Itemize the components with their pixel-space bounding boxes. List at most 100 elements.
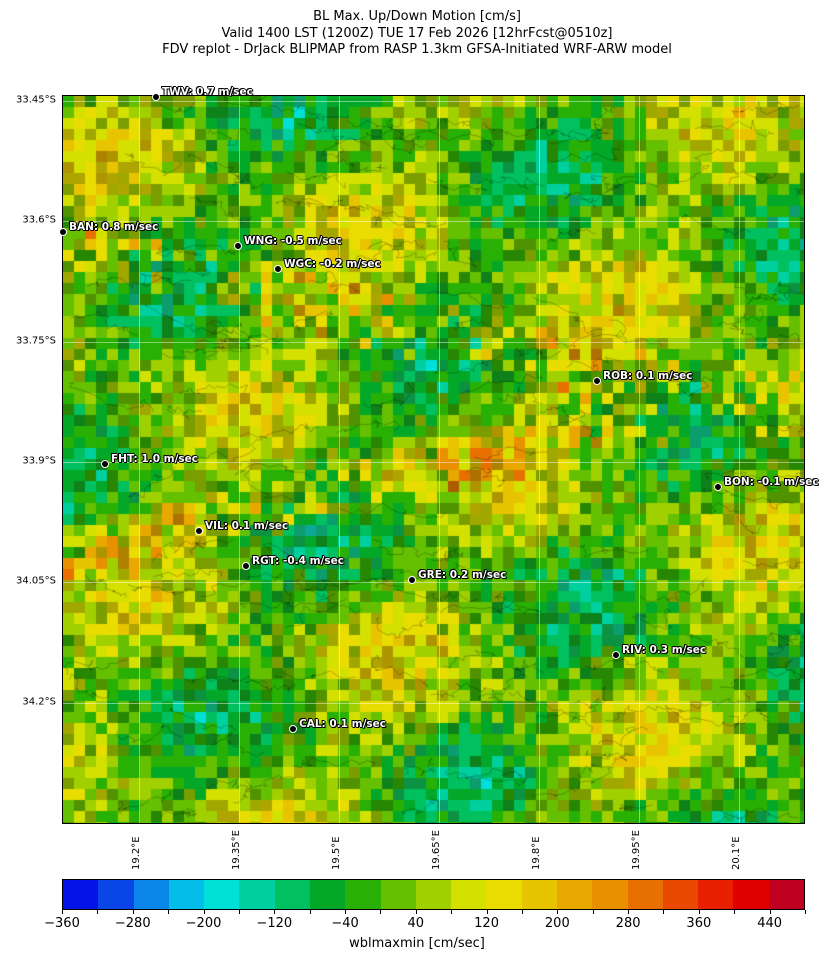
- colorbar-bin: [345, 880, 381, 909]
- station-marker[interactable]: [593, 377, 601, 385]
- lon-tick-label: 20.1°E: [731, 836, 742, 870]
- gridline-lat: [63, 101, 804, 102]
- colorbar-bin: [415, 880, 452, 909]
- colorbar-bin: [486, 880, 522, 909]
- colorbar-bin: [133, 880, 169, 909]
- colorbar-tick: [521, 910, 523, 914]
- colorbar-tick-label: 40: [407, 916, 425, 931]
- colorbar-bin: [98, 880, 134, 909]
- station-label: WGC: -0.2 m/sec: [284, 258, 381, 270]
- colorbar-tick: [486, 910, 488, 914]
- station-label: RGT: -0.4 m/sec: [252, 555, 344, 567]
- lon-tick-label: 19.8°E: [531, 836, 542, 870]
- gridline-lon: [439, 96, 440, 823]
- colorbar-tick-label: 120: [474, 916, 499, 931]
- colorbar-bin: [451, 880, 487, 909]
- colorbar-tick: [592, 910, 594, 914]
- station-marker[interactable]: [714, 483, 722, 491]
- gridline-lon: [339, 96, 340, 823]
- lon-tick-label: 19.65°E: [431, 830, 442, 870]
- station-label: TWV: 0.7 m/sec: [162, 86, 253, 98]
- colorbar-tick: [698, 910, 700, 914]
- station-marker[interactable]: [289, 725, 297, 733]
- lat-tick-label: 34.05°S: [16, 575, 56, 587]
- gridline-lon: [539, 96, 540, 823]
- colorbar-tick: [628, 910, 630, 914]
- colorbar-tick: [203, 910, 205, 914]
- colorbar-tick: [132, 910, 134, 914]
- station-marker[interactable]: [612, 651, 620, 659]
- chart-subtitle-valid: Valid 1400 LST (1200Z) TUE 17 Feb 2026 […: [221, 26, 613, 41]
- chart-title: BL Max. Up/Down Motion [cm/s]: [313, 9, 521, 24]
- chart-subtitle-model: FDV replot - DrJack BLIPMAP from RASP 1.…: [162, 42, 672, 57]
- colorbar-tick: [380, 910, 382, 914]
- lon-tick-label: 19.35°E: [231, 830, 242, 870]
- station-label: WNG: -0.5 m/sec: [244, 235, 342, 247]
- colorbar-tick: [451, 910, 453, 914]
- colorbar-tick: [415, 910, 417, 914]
- colorbar-bin: [592, 880, 628, 909]
- vertical-motion-field: [63, 96, 804, 823]
- colorbar-tick: [274, 910, 276, 914]
- map-plot: [62, 95, 805, 824]
- station-marker[interactable]: [408, 576, 416, 584]
- colorbar-bin: [521, 880, 557, 909]
- colorbar-bin: [662, 880, 699, 909]
- colorbar: [62, 879, 805, 910]
- colorbar-tick: [557, 910, 559, 914]
- colorbar-tick-label: −120: [256, 916, 293, 931]
- gridline-lon: [139, 96, 140, 823]
- colorbar-bin: [63, 880, 99, 909]
- colorbar-bin: [239, 880, 275, 909]
- colorbar-tick: [62, 910, 63, 914]
- colorbar-tick: [309, 910, 311, 914]
- colorbar-label: wblmaxmin [cm/sec]: [349, 936, 485, 951]
- station-label: CAL: 0.1 m/sec: [299, 718, 387, 730]
- colorbar-bin: [168, 880, 205, 909]
- colorbar-tick-label: 360: [686, 916, 712, 931]
- station-marker[interactable]: [101, 460, 109, 468]
- station-marker[interactable]: [234, 242, 242, 250]
- lat-tick-label: 34.2°S: [22, 696, 56, 708]
- colorbar-tick: [805, 910, 806, 914]
- colorbar-tick: [238, 910, 240, 914]
- colorbar-tick-label: −40: [331, 916, 359, 931]
- colorbar-tick-label: 440: [757, 916, 783, 931]
- station-label: ROB: 0.1 m/sec: [603, 370, 693, 382]
- colorbar-bin: [768, 880, 804, 909]
- colorbar-bin: [274, 880, 310, 909]
- station-label: RIV: 0.3 m/sec: [622, 644, 707, 656]
- gridline-lat: [63, 582, 804, 583]
- gridline-lon: [239, 96, 240, 823]
- colorbar-tick: [663, 910, 665, 914]
- colorbar-bin: [627, 880, 663, 909]
- station-label: VIL: 0.1 m/sec: [205, 520, 289, 532]
- station-marker[interactable]: [242, 562, 250, 570]
- colorbar-bin: [698, 880, 734, 909]
- lon-tick-label: 19.95°E: [631, 830, 642, 870]
- gridline-lat: [63, 703, 804, 704]
- lat-tick-label: 33.9°S: [22, 455, 56, 467]
- lon-tick-label: 19.2°E: [131, 836, 142, 870]
- gridline-lat: [63, 342, 804, 343]
- gridline-lat: [63, 462, 804, 463]
- colorbar-tick: [769, 910, 771, 914]
- station-label: BAN: 0.8 m/sec: [69, 221, 159, 233]
- station-marker[interactable]: [274, 265, 282, 273]
- station-label: BON: -0.1 m/sec: [724, 476, 819, 488]
- station-marker[interactable]: [152, 93, 160, 101]
- station-label: GRE: 0.2 m/sec: [418, 569, 507, 581]
- lat-tick-label: 33.75°S: [16, 335, 56, 347]
- colorbar-tick-label: −360: [44, 916, 80, 931]
- lat-tick-label: 33.6°S: [22, 214, 56, 226]
- colorbar-tick-label: −280: [114, 916, 151, 931]
- colorbar-tick-label: −200: [185, 916, 222, 931]
- lat-tick-label: 33.45°S: [16, 94, 56, 106]
- colorbar-bin: [204, 880, 240, 909]
- station-label: FHT: 1.0 m/sec: [111, 453, 199, 465]
- station-marker[interactable]: [195, 527, 203, 535]
- colorbar-tick: [734, 910, 736, 914]
- colorbar-tick-label: 280: [615, 916, 641, 931]
- colorbar-tick: [345, 910, 347, 914]
- station-marker[interactable]: [59, 228, 67, 236]
